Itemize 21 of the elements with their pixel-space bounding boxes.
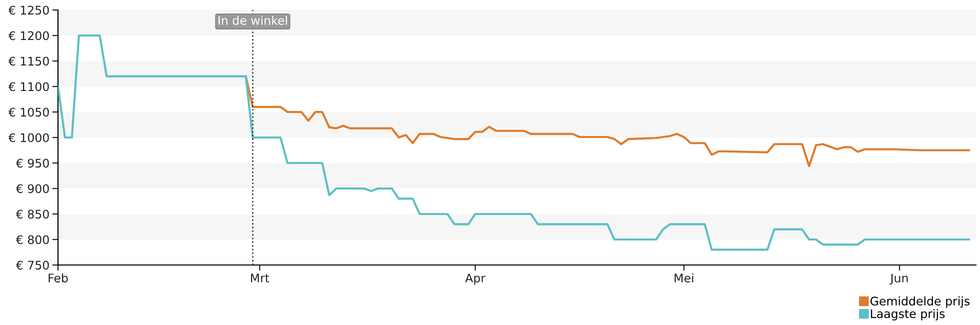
- x-tick-label: Mrt: [251, 274, 270, 282]
- y-tick-label: € 1200: [8, 31, 49, 40]
- legend-label: Laagste prijs: [870, 309, 945, 320]
- y-tick-label: € 1150: [8, 56, 49, 66]
- y-tick-label: € 1050: [8, 108, 49, 117]
- y-tick-label: € 1250: [8, 6, 49, 15]
- y-tick-label: € 1100: [8, 82, 49, 92]
- x-tick-label: Apr: [465, 274, 486, 285]
- y-tick-label: € 900: [16, 184, 49, 194]
- x-tick-label: Jun: [890, 274, 908, 285]
- y-tick-label: € 750: [16, 260, 49, 270]
- y-tick-label: € 950: [16, 158, 49, 168]
- y-tick-label: € 800: [16, 235, 49, 244]
- x-tick-label: Feb: [48, 273, 68, 282]
- y-tick-label: € 850: [16, 210, 49, 219]
- line-series: [58, 34, 970, 251]
- line-series: [244, 75, 970, 168]
- ref-line-label: In de winkel: [218, 16, 287, 25]
- legend-label: Gemiddelde prijs: [870, 296, 970, 308]
- y-tick-label: € 1000: [8, 133, 49, 142]
- x-tick-label: Mei: [674, 273, 694, 282]
